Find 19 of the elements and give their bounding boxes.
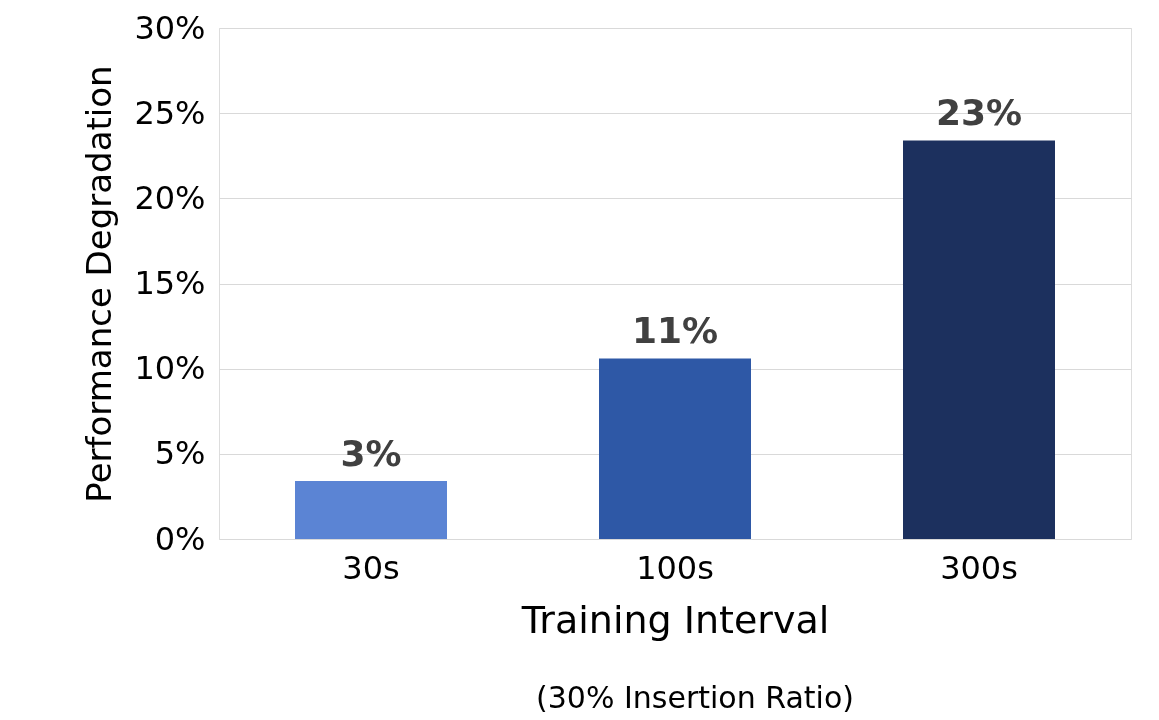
y-tick-label: 20% (134, 178, 206, 217)
x-tick-label: 100s (636, 548, 714, 587)
x-tick-label: 30s (342, 548, 400, 587)
x-axis-title: Training Interval (520, 597, 830, 642)
data-label: 3% (340, 433, 402, 475)
y-tick-label: 30% (134, 8, 206, 47)
x-tick-label: 300s (940, 548, 1018, 587)
bar (599, 358, 751, 539)
y-axis-title: Performance Degradation (79, 65, 120, 503)
bar (295, 481, 447, 539)
data-label: 11% (631, 310, 719, 352)
text: (30% Insertion Ratio) (536, 680, 854, 715)
y-tick-label: 25% (134, 93, 206, 132)
y-tick-label: 15% (134, 264, 206, 302)
data-label: 23% (935, 92, 1023, 134)
y-tick-label: 0% (154, 519, 206, 558)
y-tick-label: 5% (154, 434, 206, 473)
bar (903, 140, 1055, 539)
y-tick-label: 10% (134, 349, 206, 388)
